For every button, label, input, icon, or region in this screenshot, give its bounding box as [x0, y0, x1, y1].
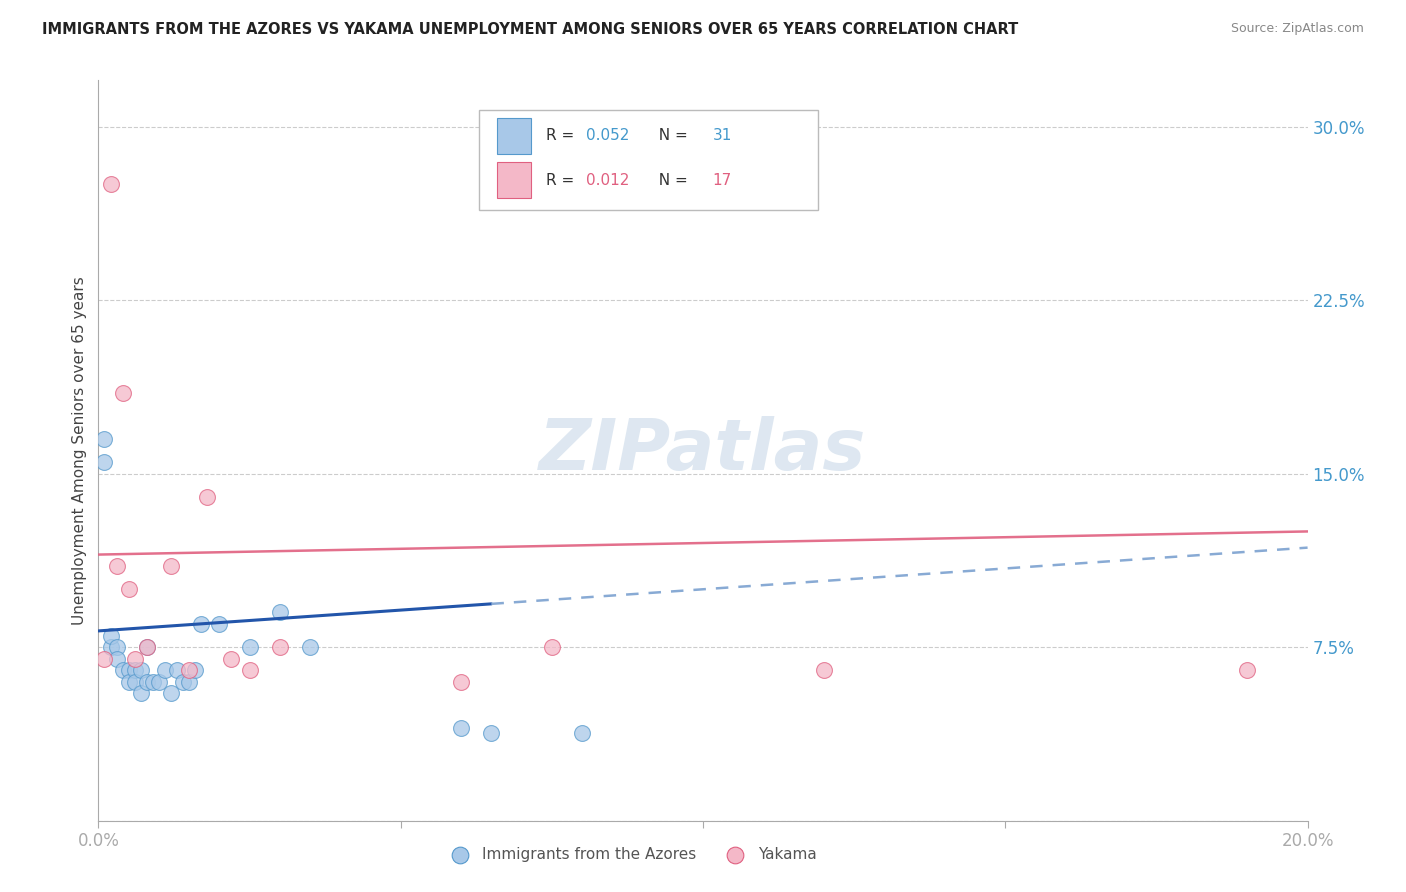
Point: [105, 559, 128, 574]
Point: [135, 640, 157, 654]
Point: [124, 663, 146, 677]
FancyBboxPatch shape: [498, 118, 531, 153]
Point: [118, 674, 141, 689]
Point: [100, 178, 122, 192]
Point: [813, 663, 835, 677]
Y-axis label: Unemployment Among Seniors over 65 years: Unemployment Among Seniors over 65 years: [72, 277, 87, 624]
Text: N =: N =: [648, 173, 692, 187]
Point: [166, 663, 188, 677]
Point: [195, 490, 218, 504]
Point: [190, 617, 212, 632]
Point: [105, 651, 128, 665]
Point: [481, 725, 503, 739]
Point: [221, 651, 243, 665]
Point: [160, 686, 183, 700]
Point: [239, 640, 262, 654]
Point: [269, 640, 291, 654]
Point: [124, 651, 146, 665]
Point: [269, 606, 291, 620]
Point: [118, 582, 141, 597]
Legend: Immigrants from the Azores, Yakama: Immigrants from the Azores, Yakama: [439, 841, 823, 869]
Point: [93, 651, 115, 665]
Point: [540, 640, 562, 654]
Point: [100, 640, 122, 654]
Point: [129, 686, 152, 700]
Text: 17: 17: [713, 173, 733, 187]
Point: [100, 628, 122, 642]
FancyBboxPatch shape: [498, 162, 531, 198]
Point: [299, 640, 322, 654]
Text: R =: R =: [546, 173, 579, 187]
Text: 31: 31: [713, 128, 733, 144]
Point: [135, 640, 157, 654]
Point: [148, 674, 170, 689]
Text: 0.052: 0.052: [586, 128, 628, 144]
Point: [153, 663, 176, 677]
Point: [450, 721, 472, 735]
Point: [571, 725, 593, 739]
Point: [450, 674, 472, 689]
Text: ZIPatlas: ZIPatlas: [540, 416, 866, 485]
Point: [118, 663, 141, 677]
Point: [111, 385, 134, 400]
Point: [160, 559, 183, 574]
Point: [135, 674, 157, 689]
Text: N =: N =: [648, 128, 692, 144]
Point: [105, 640, 128, 654]
Point: [93, 432, 115, 446]
Point: [208, 617, 231, 632]
Text: Source: ZipAtlas.com: Source: ZipAtlas.com: [1230, 22, 1364, 36]
Point: [142, 674, 165, 689]
Text: R =: R =: [546, 128, 579, 144]
Point: [124, 674, 146, 689]
Point: [179, 663, 201, 677]
FancyBboxPatch shape: [479, 110, 818, 210]
Point: [172, 674, 194, 689]
Point: [239, 663, 262, 677]
Point: [129, 663, 152, 677]
Point: [93, 455, 115, 469]
Point: [111, 663, 134, 677]
Point: [1236, 663, 1258, 677]
Text: IMMIGRANTS FROM THE AZORES VS YAKAMA UNEMPLOYMENT AMONG SENIORS OVER 65 YEARS CO: IMMIGRANTS FROM THE AZORES VS YAKAMA UNE…: [42, 22, 1018, 37]
Point: [184, 663, 207, 677]
Point: [179, 674, 201, 689]
Text: 0.012: 0.012: [586, 173, 628, 187]
